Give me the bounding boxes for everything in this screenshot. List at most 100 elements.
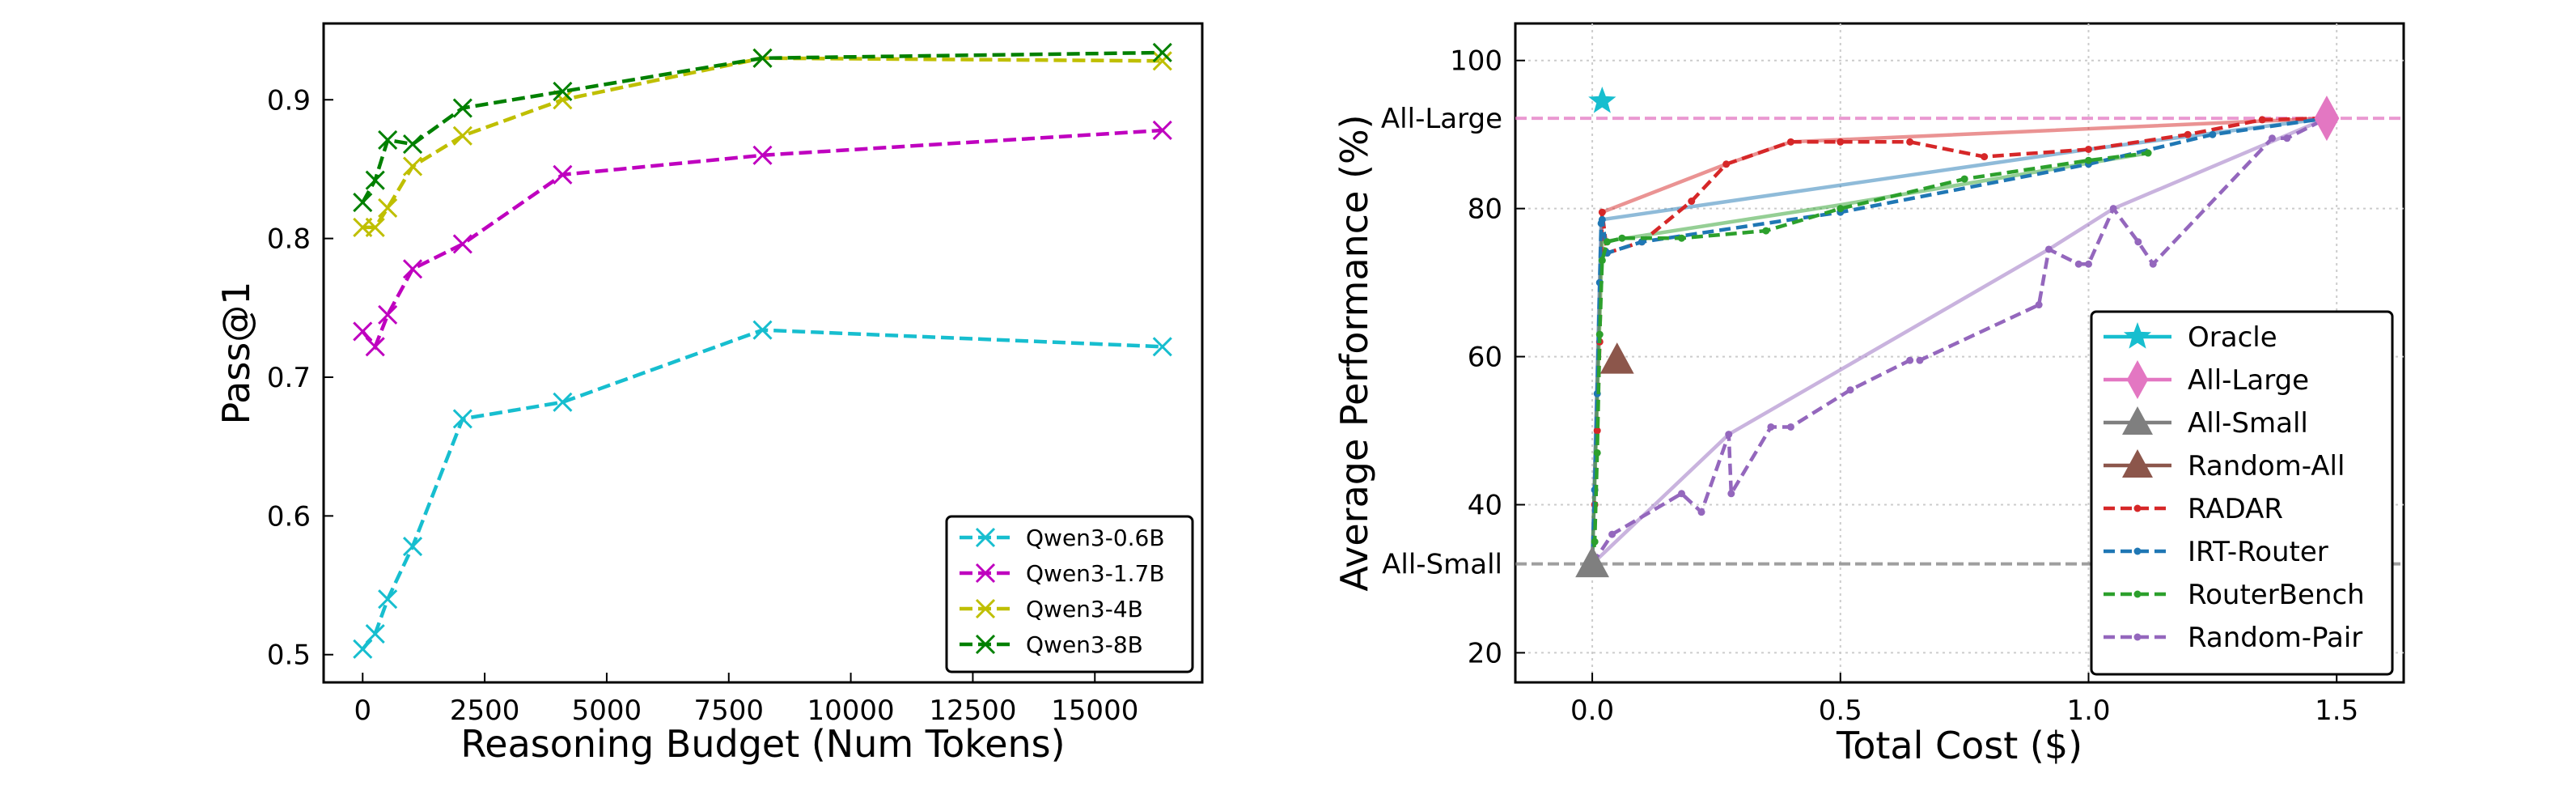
data-point-routerbench bbox=[1762, 227, 1770, 235]
series-line-qwen3-8b bbox=[361, 50, 1163, 204]
data-point-qwen3-4b bbox=[378, 198, 398, 218]
left-legend-box bbox=[945, 515, 1194, 673]
data-point-qwen3-4b bbox=[402, 156, 423, 176]
x-tick-label: 2500 bbox=[450, 695, 520, 727]
data-point-qwen3-8b bbox=[402, 134, 423, 155]
x-tick-label: 12500 bbox=[929, 695, 1016, 727]
data-point-routerbench bbox=[1960, 175, 1968, 183]
legend-label: Oracle bbox=[2188, 321, 2277, 354]
data-point-random-pair bbox=[1916, 356, 1924, 364]
data-point-routerbench bbox=[1603, 238, 1611, 246]
x-tick-label: 5000 bbox=[572, 695, 642, 727]
data-point-random-pair bbox=[1906, 356, 1914, 364]
legend-label: All-Large bbox=[2188, 364, 2309, 397]
data-point-qwen3-0-6b bbox=[752, 320, 773, 340]
data-point-irt-router bbox=[2209, 130, 2217, 138]
left-x-axis-label: Reasoning Budget (Num Tokens) bbox=[460, 722, 1065, 766]
legend-item-radar: RADAR bbox=[2104, 493, 2283, 525]
y-tick-label: 80 bbox=[1468, 193, 1502, 226]
y-tick-label: 0.5 bbox=[267, 639, 311, 672]
x-tick-label: 10000 bbox=[807, 695, 895, 727]
legend-label: Qwen3-0.6B bbox=[1026, 525, 1165, 551]
legend-label: Random-Pair bbox=[2188, 622, 2362, 654]
legend-swatch-marker bbox=[975, 527, 996, 548]
data-point-qwen3-1-7b bbox=[402, 259, 423, 279]
data-point-random-pair bbox=[2035, 301, 2043, 309]
legend-item-qwen3-0-6b: Qwen3-0.6B bbox=[960, 525, 1165, 551]
data-point-qwen3-1-7b bbox=[452, 234, 472, 254]
data-point-qwen3-0-6b bbox=[378, 589, 398, 610]
legend-item-qwen3-1-7b: Qwen3-1.7B bbox=[960, 560, 1165, 587]
marker-all-small bbox=[1575, 546, 1609, 578]
data-point-radar bbox=[2084, 145, 2092, 153]
legend-swatch-marker bbox=[2133, 590, 2142, 598]
data-point-random-pair bbox=[1608, 530, 1616, 538]
x-tick-label: 0.5 bbox=[1819, 695, 1862, 727]
right-y-axis-label: Average Performance (%) bbox=[1332, 114, 1376, 591]
data-point-routerbench bbox=[2144, 149, 2152, 157]
legend-swatch-marker bbox=[2133, 633, 2142, 641]
data-point-radar bbox=[1722, 160, 1731, 168]
legend-label: IRT-Router bbox=[2188, 536, 2328, 568]
data-point-random-pair bbox=[2149, 260, 2157, 268]
marker-all-large bbox=[2314, 96, 2340, 142]
data-point-routerbench bbox=[1593, 448, 1601, 457]
data-point-qwen3-4b bbox=[1152, 51, 1172, 71]
data-point-random-pair bbox=[2134, 238, 2142, 246]
y-tick-label: 60 bbox=[1468, 342, 1502, 374]
data-point-routerbench bbox=[1618, 234, 1626, 242]
data-point-routerbench bbox=[1598, 257, 1606, 265]
data-point-qwen3-0-6b bbox=[452, 409, 472, 429]
y-tick-label: 20 bbox=[1468, 637, 1502, 669]
data-point-qwen3-0-6b bbox=[353, 639, 373, 659]
data-point-routerbench bbox=[1677, 234, 1685, 242]
left-x-ticks: 0 2500 5000 7500 10000 12500 15000 bbox=[354, 673, 1138, 727]
data-point-qwen3-0-6b bbox=[553, 392, 573, 412]
series-qwen3-0-6b bbox=[353, 320, 1172, 659]
data-point-radar bbox=[2258, 116, 2266, 124]
data-point-qwen3-0-6b bbox=[1152, 337, 1172, 357]
series-line-qwen3-4b bbox=[362, 56, 1163, 230]
legend-label: RouterBench bbox=[2188, 579, 2365, 611]
data-point-routerbench bbox=[1837, 205, 1845, 213]
data-point-routerbench bbox=[2084, 156, 2092, 164]
series-line-qwen3-1-7b bbox=[361, 128, 1163, 351]
marker-random-all bbox=[1599, 342, 1634, 374]
data-point-qwen3-8b bbox=[378, 130, 398, 151]
legend-label: RADAR bbox=[2188, 493, 2283, 525]
y-tick-label: 40 bbox=[1468, 489, 1502, 521]
data-point-routerbench bbox=[1591, 537, 1599, 546]
legend-label: All-Small bbox=[2188, 407, 2308, 440]
data-point-qwen3-0-6b bbox=[365, 623, 385, 644]
y-tick-label: 100 bbox=[1450, 45, 1502, 78]
right-legend-box bbox=[2090, 310, 2394, 676]
x-tick-label: 1.5 bbox=[2315, 695, 2358, 727]
data-point-irt-router bbox=[1638, 238, 1646, 246]
data-point-qwen3-8b bbox=[452, 98, 472, 118]
data-point-random-pair bbox=[1725, 431, 1733, 439]
x-tick-label: 7500 bbox=[694, 695, 765, 727]
series-qwen3-8b bbox=[353, 42, 1172, 213]
data-point-random-pair bbox=[2074, 260, 2082, 268]
y-tick-label-all-small: All-Small bbox=[1382, 549, 1502, 581]
legend-swatch-marker bbox=[2122, 406, 2153, 435]
legend-item-qwen3-4b: Qwen3-4B bbox=[960, 596, 1143, 622]
legend-label: Qwen3-1.7B bbox=[1026, 560, 1165, 587]
data-point-radar bbox=[1981, 153, 1989, 161]
marker-oracle bbox=[1588, 87, 1616, 113]
data-point-random-pair bbox=[1727, 490, 1735, 498]
data-point-radar bbox=[1837, 138, 1845, 146]
series-qwen3-1-7b bbox=[353, 120, 1172, 357]
legend-swatch-marker bbox=[975, 634, 996, 655]
data-point-qwen3-8b bbox=[365, 170, 385, 190]
data-point-random-pair bbox=[2044, 245, 2053, 253]
left-y-axis-label: Pass@1 bbox=[214, 281, 258, 424]
right-legend: Oracle All-Large All-Small Random-All RADAR I… bbox=[2090, 310, 2394, 676]
data-point-radar bbox=[1786, 138, 1794, 146]
x-tick-label: 0.0 bbox=[1570, 695, 1614, 727]
legend-swatch-marker bbox=[2123, 322, 2152, 349]
legend-item-random-pair: Random-Pair bbox=[2104, 622, 2362, 654]
x-tick-label: 0 bbox=[354, 695, 371, 727]
data-point-qwen3-1-7b bbox=[378, 304, 398, 325]
